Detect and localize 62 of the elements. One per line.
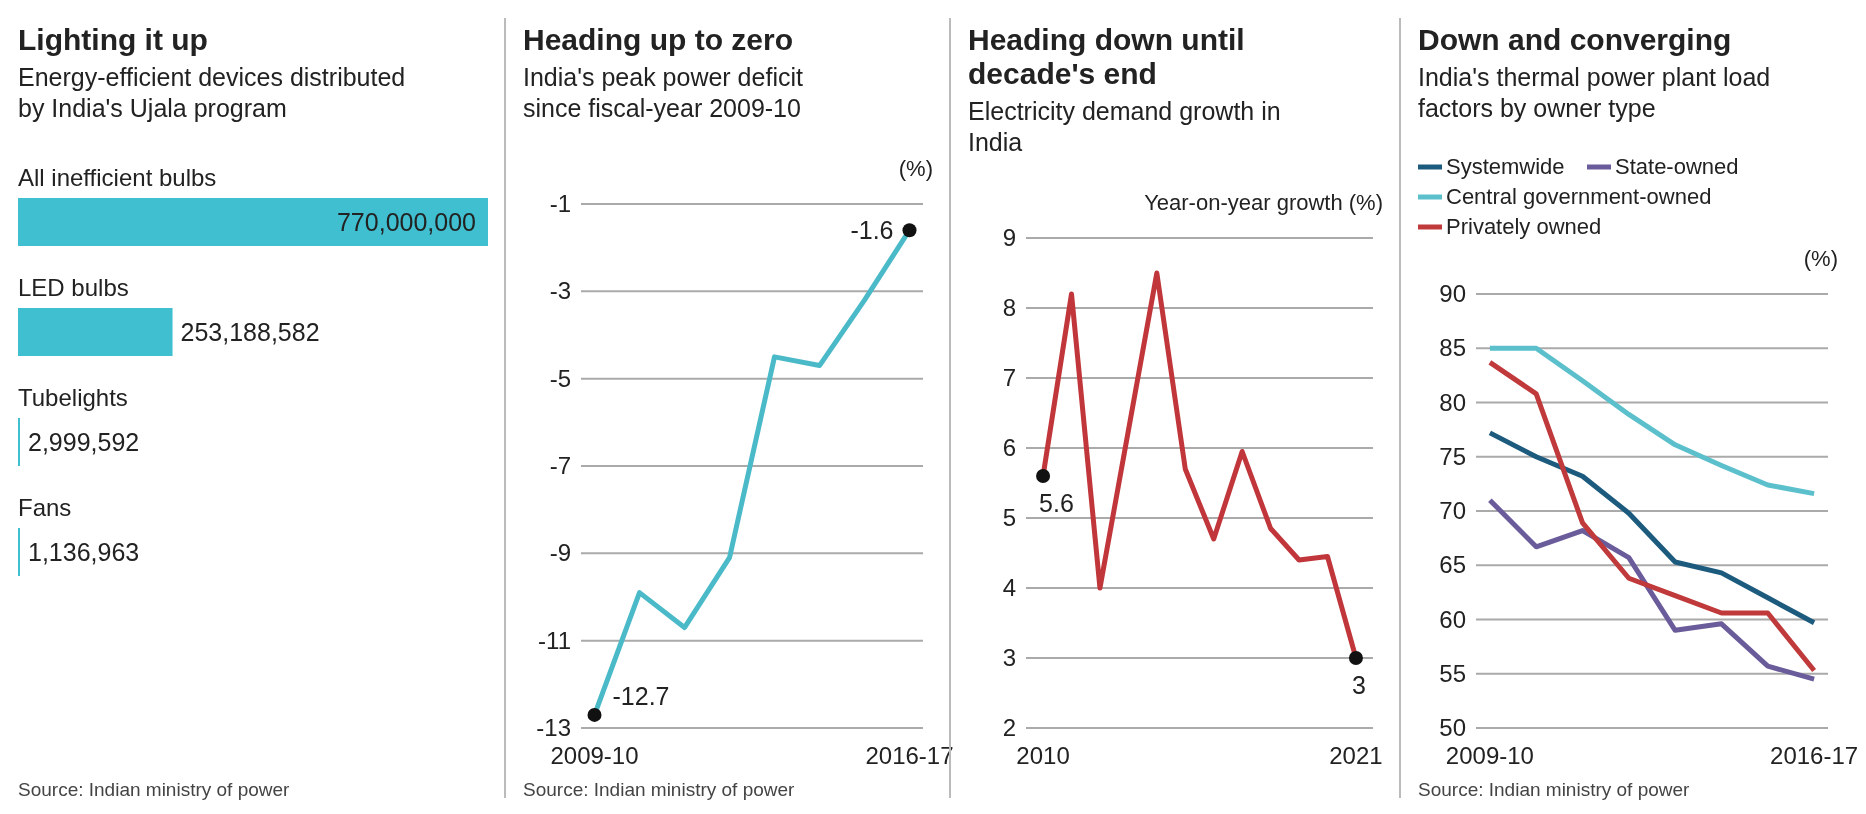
y-tick-label: -5 [549, 364, 571, 392]
chart-title: Heading down until decade's end [968, 23, 1245, 90]
chart-subtitle: Energy-efficient devices distributed by India's Ujala program [18, 63, 406, 122]
source-note: Source: Indian ministry of power [523, 779, 796, 800]
x-tick-label: 2009-10 [1445, 742, 1534, 769]
chart-subtitle: India's peak power deficit since fiscal-year 2009-10 [523, 63, 803, 122]
bar [18, 308, 173, 356]
y-tick-label: 2 [1002, 714, 1016, 741]
chart-title: Lighting it up [18, 23, 208, 56]
y-axis-title: (%) [1803, 246, 1838, 271]
x-tick-label: 2010 [1016, 742, 1070, 769]
legend-label: Privately owned [1446, 214, 1602, 239]
y-tick-label: Tubelights [18, 384, 128, 411]
y-tick-label: Fans [18, 494, 72, 521]
y-tick-label: 55 [1439, 659, 1466, 687]
bar [18, 198, 488, 246]
chart-title: Heading up to zero [523, 23, 793, 56]
chart-title: Down and converging [1418, 23, 1732, 56]
y-tick-label: -11 [538, 626, 571, 654]
y-tick-label: 8 [1002, 294, 1016, 321]
y-tick-label: 5 [1002, 504, 1016, 531]
x-tick-label: 2016-17 [865, 742, 954, 769]
legend-label: Central government-owned [1446, 184, 1712, 209]
y-axis-title: Year-on-year growth (%) [1144, 190, 1383, 215]
chart-subtitle: India's thermal power plant load factors by owner type [1418, 63, 1771, 122]
legend-label: State-owned [1615, 154, 1739, 179]
legend-label: Systemwide [1446, 154, 1565, 179]
y-tick-label: 50 [1439, 714, 1466, 741]
y-tick-label: -13 [536, 714, 571, 741]
y-tick-label: 60 [1439, 605, 1466, 633]
y-tick-label: -7 [549, 452, 571, 479]
source-note: Source: Indian ministry of power [1418, 779, 1691, 800]
y-tick-label: 85 [1439, 334, 1466, 362]
data-label: 1,136,963 [28, 538, 140, 566]
source-note: Source: Indian ministry of power [18, 779, 291, 800]
y-tick-label: -9 [549, 539, 571, 567]
y-tick-label: 4 [1002, 574, 1016, 601]
x-tick-label: 2009-10 [550, 742, 639, 769]
x-tick-label: 2021 [1329, 742, 1383, 769]
y-tick-label: 75 [1439, 442, 1466, 470]
annotation: 5.6 [1039, 489, 1074, 517]
y-tick-label: 70 [1439, 497, 1466, 524]
y-tick-label: -1 [549, 190, 571, 217]
y-axis-title: (%) [898, 156, 933, 181]
y-tick-label: 80 [1439, 388, 1466, 416]
data-label: 2,999,592 [28, 428, 140, 456]
y-tick-label: 3 [1002, 644, 1016, 671]
y-tick-label: LED bulbs [18, 274, 129, 301]
y-tick-label: 6 [1002, 434, 1016, 461]
annotation: 3 [1352, 671, 1366, 699]
data-label: 770,000,000 [336, 208, 476, 236]
y-tick-label: All inefficient bulbs [18, 164, 217, 191]
chart-subtitle: Electricity demand growth in India [968, 97, 1281, 156]
annotation: -1.6 [850, 216, 894, 245]
x-tick-label: 2016-17 [1770, 742, 1859, 769]
y-tick-label: 7 [1002, 364, 1016, 391]
annotation: -12.7 [612, 681, 670, 710]
y-tick-label: -3 [549, 277, 571, 305]
y-tick-label: 90 [1439, 280, 1466, 307]
y-tick-label: 65 [1439, 551, 1466, 579]
y-tick-label: 9 [1002, 224, 1016, 251]
data-label: 253,188,582 [180, 318, 320, 346]
